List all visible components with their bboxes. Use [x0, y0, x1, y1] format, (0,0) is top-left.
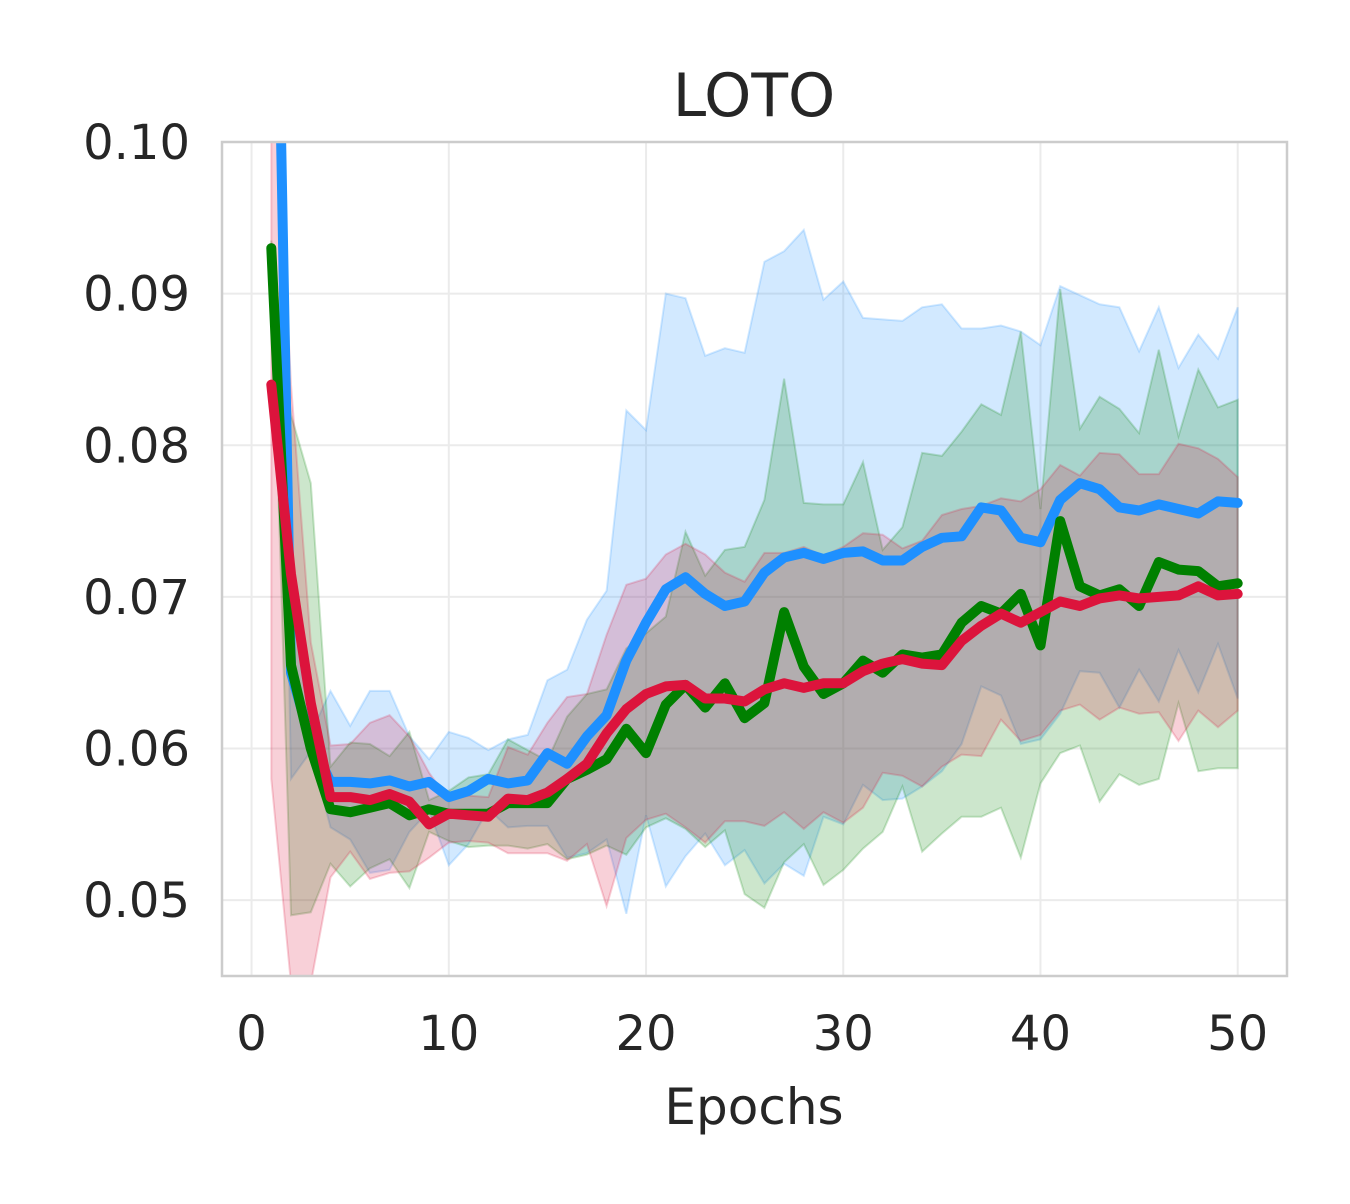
y-tick-label: 0.07: [83, 570, 190, 626]
y-tick-label: 0.05: [83, 873, 190, 929]
y-tick-label: 0.08: [83, 418, 190, 474]
series-2-band: [270, 142, 1239, 976]
y-tick-label: 0.06: [83, 722, 190, 778]
chart-title: LOTO: [673, 61, 835, 131]
plot-area: [222, 142, 1287, 976]
x-tick-label: 50: [1207, 1006, 1268, 1062]
x-tick-label: 0: [236, 1006, 267, 1062]
x-tick-label: 40: [1010, 1006, 1071, 1062]
y-tick-label: 0.10: [83, 115, 190, 171]
x-tick-label: 30: [813, 1006, 874, 1062]
series-1-line: [266, 243, 1243, 821]
x-axis-label: Epochs: [664, 1078, 843, 1136]
series-2-line: [266, 379, 1243, 830]
x-tick-label: 10: [418, 1006, 479, 1062]
series-1-band: [270, 240, 1239, 917]
tick-labels: 0 10 20 30 40 50 0.05 0.06 0.07 0.08 0.09 0.10: [83, 115, 1268, 1062]
y-tick-label: 0.09: [83, 267, 190, 323]
plot-frame: [220, 140, 1289, 978]
x-tick-label: 20: [615, 1006, 676, 1062]
series-0-line: [276, 142, 1243, 803]
series-layer: [266, 142, 1243, 976]
series-0-band: [278, 142, 1239, 915]
